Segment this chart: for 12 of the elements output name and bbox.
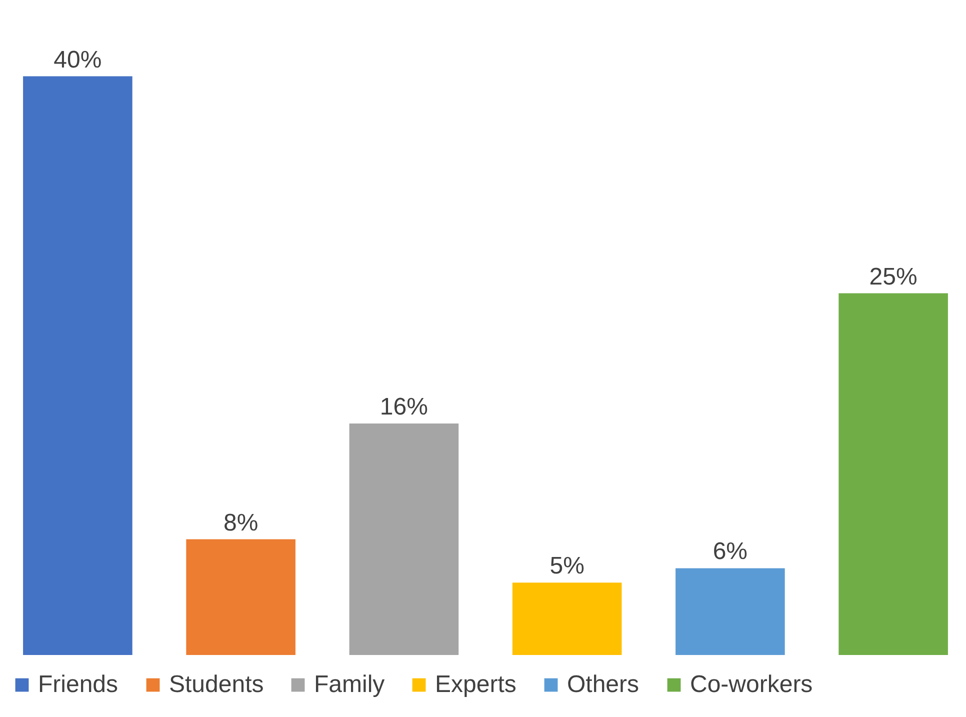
data-label: 8% [223, 509, 258, 536]
data-label: 25% [869, 263, 918, 290]
legend-label: Others [567, 671, 640, 698]
legend-label: Co-workers [690, 671, 813, 698]
data-label: 5% [550, 552, 584, 580]
legend-label: Students [169, 671, 264, 698]
data-label: 6% [712, 538, 748, 566]
data-label: 16% [380, 394, 428, 421]
data-label: 40% [54, 46, 102, 74]
legend-label: Family [314, 671, 385, 698]
legend-label: Friends [38, 671, 118, 698]
legend-label: Experts [435, 671, 516, 698]
